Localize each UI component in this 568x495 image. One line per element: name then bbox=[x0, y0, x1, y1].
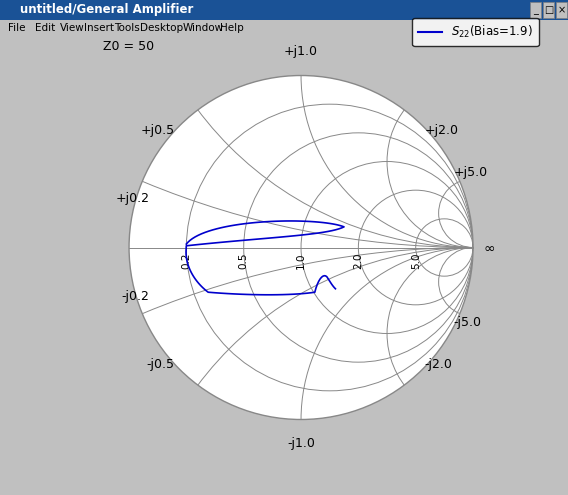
Bar bbox=[0, 20, 568, 37]
Text: ×: × bbox=[557, 5, 566, 15]
Text: -j2.0: -j2.0 bbox=[425, 358, 453, 371]
Bar bbox=[0, 0, 568, 20]
Text: -j1.0: -j1.0 bbox=[287, 437, 315, 449]
Bar bbox=[530, 2, 541, 18]
Text: $\infty$: $\infty$ bbox=[483, 241, 495, 254]
Text: 5.0: 5.0 bbox=[411, 252, 421, 269]
Text: Insert: Insert bbox=[84, 23, 114, 33]
Text: -j0.2: -j0.2 bbox=[122, 290, 150, 303]
Text: -j0.5: -j0.5 bbox=[147, 358, 174, 371]
Text: +j0.2: +j0.2 bbox=[116, 192, 150, 205]
Text: 2.0: 2.0 bbox=[353, 252, 364, 269]
Bar bbox=[543, 2, 554, 18]
Text: Z0 = 50: Z0 = 50 bbox=[103, 40, 154, 53]
Text: Desktop: Desktop bbox=[140, 23, 183, 33]
Text: Window: Window bbox=[183, 23, 224, 33]
Text: untitled/General Amplifier: untitled/General Amplifier bbox=[20, 3, 193, 16]
Text: 0.5: 0.5 bbox=[239, 252, 249, 269]
Legend: $S_{22}$(Bias=1.9): $S_{22}$(Bias=1.9) bbox=[412, 18, 538, 46]
Bar bbox=[0, 37, 568, 63]
Text: 0.2: 0.2 bbox=[181, 252, 191, 269]
Text: +j0.5: +j0.5 bbox=[140, 124, 174, 137]
Text: View: View bbox=[60, 23, 85, 33]
Text: Help: Help bbox=[220, 23, 244, 33]
Text: _: _ bbox=[533, 5, 538, 15]
Text: File: File bbox=[8, 23, 26, 33]
Text: □: □ bbox=[544, 5, 553, 15]
Text: Edit: Edit bbox=[35, 23, 55, 33]
Text: +j1.0: +j1.0 bbox=[284, 46, 318, 58]
Text: Tools: Tools bbox=[114, 23, 140, 33]
Text: -j5.0: -j5.0 bbox=[453, 316, 481, 329]
Circle shape bbox=[129, 76, 473, 419]
Bar bbox=[556, 2, 567, 18]
Text: 1.0: 1.0 bbox=[296, 252, 306, 269]
Text: +j5.0: +j5.0 bbox=[453, 166, 487, 179]
Text: +j2.0: +j2.0 bbox=[425, 124, 459, 137]
